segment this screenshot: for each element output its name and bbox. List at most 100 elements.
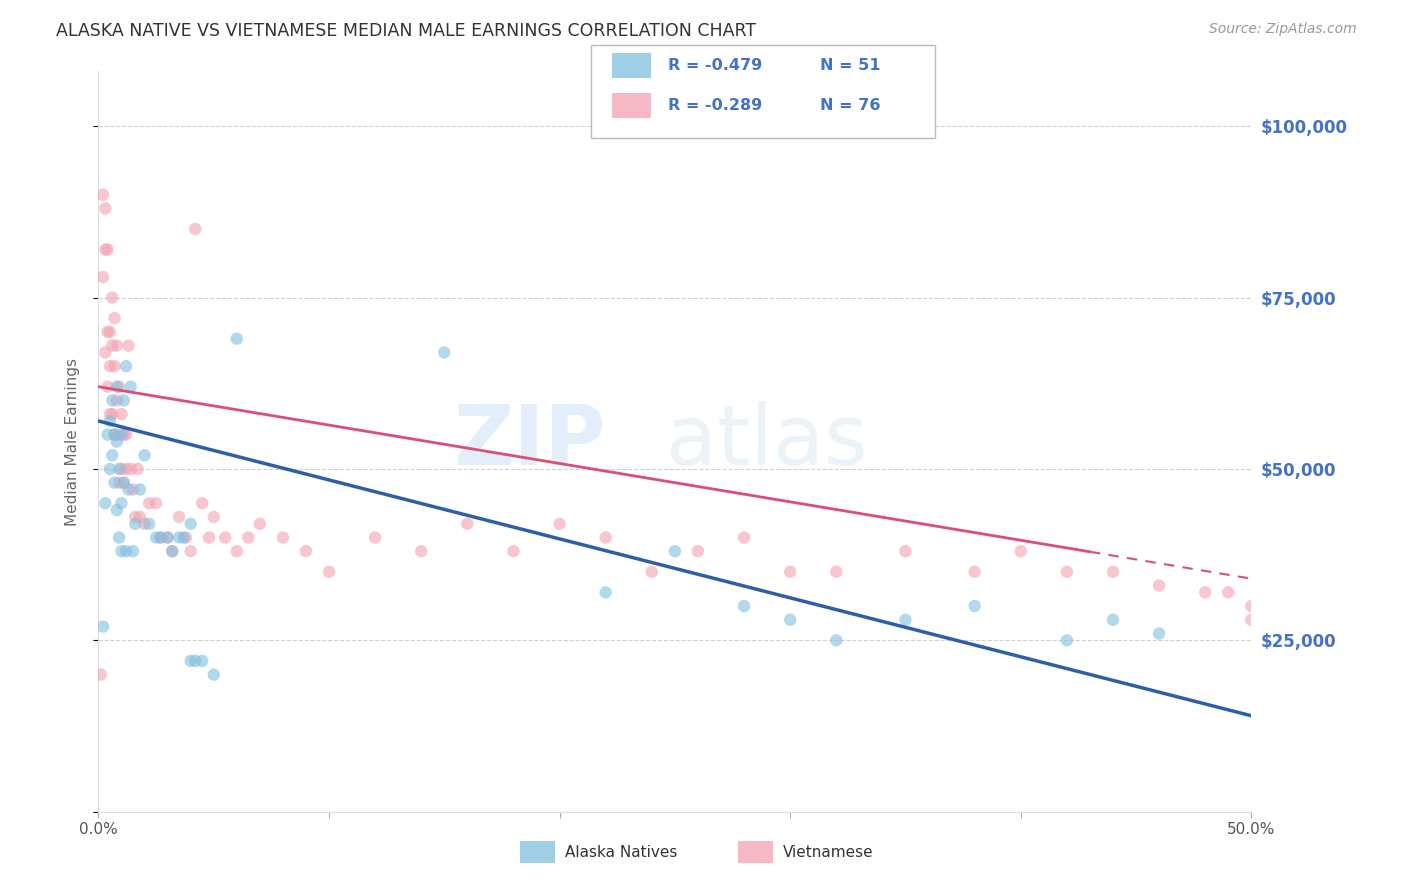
Point: [94, 202, 117, 216]
Point: [98, 462, 121, 476]
Point: [825, 633, 848, 648]
Point: [138, 496, 160, 510]
Point: [249, 516, 271, 531]
Point: [98, 414, 121, 428]
Point: [97, 325, 120, 339]
Point: [105, 338, 128, 352]
Point: [115, 544, 138, 558]
Point: [779, 613, 801, 627]
Point: [103, 475, 125, 490]
Point: [180, 544, 202, 558]
Point: [160, 544, 183, 558]
Point: [120, 380, 142, 394]
Point: [364, 531, 387, 545]
Point: [149, 531, 172, 545]
Point: [779, 565, 801, 579]
Point: [103, 311, 125, 326]
Point: [105, 380, 128, 394]
Point: [98, 359, 121, 373]
Point: [894, 613, 917, 627]
Point: [122, 544, 145, 558]
Point: [156, 531, 179, 545]
Point: [174, 531, 197, 545]
Text: Vietnamese: Vietnamese: [783, 845, 873, 860]
Point: [733, 599, 755, 613]
Point: [110, 496, 132, 510]
Point: [101, 338, 124, 352]
Point: [98, 407, 121, 421]
Point: [103, 359, 125, 373]
Point: [105, 427, 128, 442]
Point: [167, 531, 190, 545]
Point: [433, 345, 456, 359]
Point: [167, 510, 190, 524]
Point: [112, 427, 135, 442]
Point: [733, 531, 755, 545]
Y-axis label: Median Male Earnings: Median Male Earnings: [65, 358, 80, 525]
Point: [149, 531, 172, 545]
Point: [110, 407, 132, 421]
Point: [94, 496, 117, 510]
Text: Alaska Natives: Alaska Natives: [565, 845, 678, 860]
Point: [1147, 626, 1170, 640]
Point: [295, 544, 318, 558]
Point: [105, 393, 128, 408]
Point: [94, 345, 117, 359]
Point: [101, 393, 124, 408]
Point: [191, 496, 214, 510]
Point: [271, 531, 294, 545]
Point: [641, 565, 664, 579]
Point: [225, 332, 247, 346]
Point: [108, 462, 131, 476]
Point: [160, 544, 183, 558]
Point: [1147, 578, 1170, 592]
Point: [110, 462, 132, 476]
Point: [145, 496, 167, 510]
Point: [101, 448, 124, 462]
Point: [134, 448, 156, 462]
Point: [97, 243, 120, 257]
Point: [129, 483, 152, 497]
Text: R = -0.289: R = -0.289: [668, 98, 762, 112]
Point: [120, 462, 142, 476]
Point: [180, 516, 202, 531]
Point: [124, 510, 146, 524]
Text: ALASKA NATIVE VS VIETNAMESE MEDIAN MALE EARNINGS CORRELATION CHART: ALASKA NATIVE VS VIETNAMESE MEDIAN MALE …: [56, 22, 756, 40]
Point: [145, 531, 167, 545]
Point: [129, 510, 152, 524]
Point: [105, 434, 128, 449]
Point: [105, 503, 128, 517]
Point: [686, 544, 709, 558]
Point: [202, 667, 225, 681]
Point: [97, 380, 120, 394]
Point: [110, 427, 132, 442]
Point: [108, 380, 131, 394]
Point: [456, 516, 478, 531]
Point: [138, 516, 160, 531]
Point: [191, 654, 214, 668]
Point: [101, 291, 124, 305]
Point: [156, 531, 179, 545]
Point: [112, 475, 135, 490]
Point: [115, 359, 138, 373]
Point: [108, 531, 131, 545]
Point: [91, 270, 114, 285]
Text: Source: ZipAtlas.com: Source: ZipAtlas.com: [1209, 22, 1357, 37]
Point: [91, 619, 114, 633]
Point: [117, 483, 139, 497]
Point: [1102, 565, 1125, 579]
Point: [115, 427, 138, 442]
Point: [894, 544, 917, 558]
Point: [664, 544, 686, 558]
Point: [595, 585, 617, 599]
Point: [112, 393, 135, 408]
Point: [595, 531, 617, 545]
Point: [134, 516, 156, 531]
Point: [202, 510, 225, 524]
Text: atlas: atlas: [666, 401, 868, 482]
Point: [103, 427, 125, 442]
Text: R = -0.479: R = -0.479: [668, 58, 762, 72]
Point: [1102, 613, 1125, 627]
Point: [112, 475, 135, 490]
Point: [214, 531, 236, 545]
